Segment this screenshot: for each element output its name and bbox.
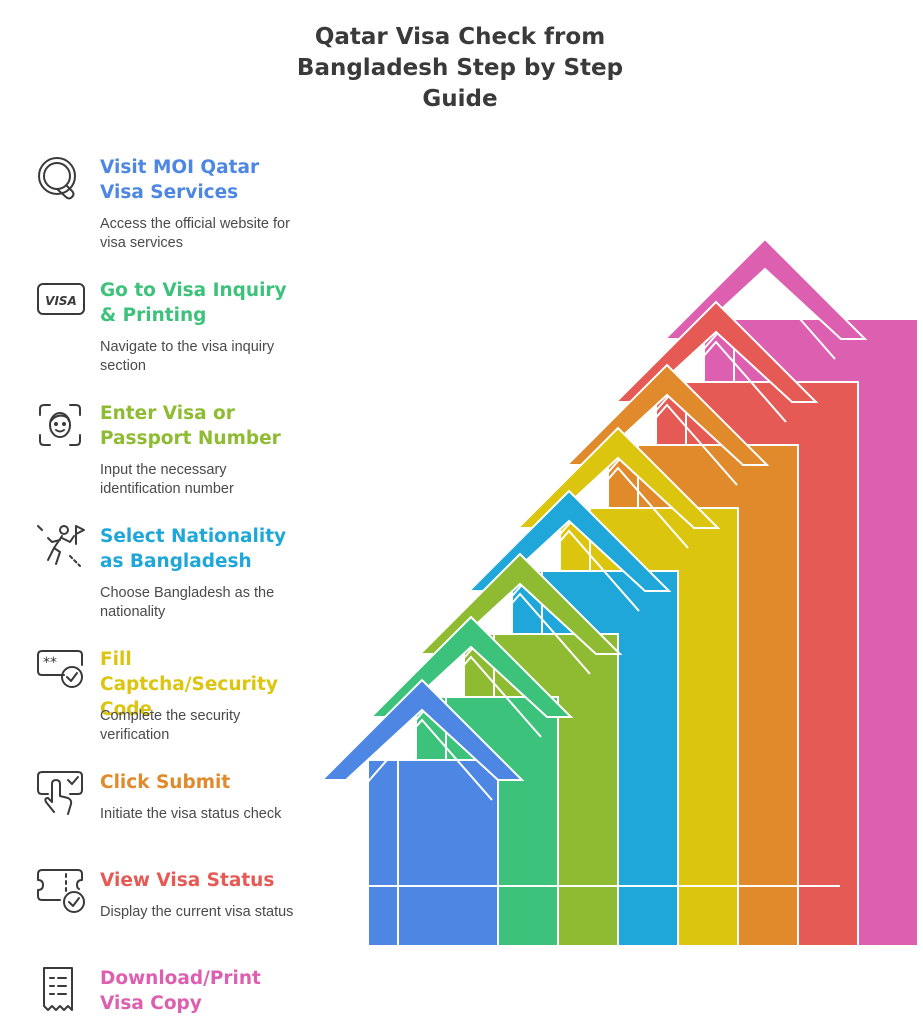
- stair-outline: [351, 718, 493, 801]
- svg-text:VISA: VISA: [45, 294, 77, 308]
- password-check-icon: **: [34, 645, 86, 697]
- step-title: Fill Captcha/Security Code: [100, 649, 278, 720]
- step-title: Click Submit: [100, 772, 231, 793]
- magnifier-q-icon: [34, 153, 86, 205]
- ticket-check-icon: [34, 866, 86, 918]
- svg-text:**: **: [43, 655, 57, 671]
- step-title: Enter Visa or Passport Number: [100, 403, 281, 449]
- step-title: View Visa Status: [100, 870, 275, 891]
- person-flag-icon: [34, 522, 86, 574]
- visa-card-icon: VISA: [34, 276, 86, 328]
- step-description: Choose Bangladesh as the nationality: [100, 585, 275, 620]
- step-title: Go to Visa Inquiry & Printing: [100, 280, 287, 326]
- step-description: Display the current visa status: [100, 904, 294, 920]
- page-title: Qatar Visa Check from Bangladesh Step by…: [296, 24, 624, 112]
- step-description: Complete the security verification: [100, 708, 241, 743]
- step-title: Select Nationality as Bangladesh: [100, 526, 287, 572]
- receipt-icon: [34, 964, 86, 1016]
- step-description: Input the necessary identification numbe…: [100, 462, 234, 497]
- step-description: Navigate to the visa inquiry section: [100, 339, 275, 374]
- stair-arrow-head: [319, 678, 525, 781]
- step-title: Visit MOI Qatar Visa Services: [100, 157, 260, 203]
- step-description: Access the official website for visa ser…: [100, 216, 290, 251]
- stair-shaft: [367, 759, 499, 947]
- stair-arrow-1: [319, 678, 525, 947]
- face-scan-icon: [34, 399, 86, 451]
- step-title: Download/Print Visa Copy: [100, 968, 261, 1014]
- step-description: Initiate the visa status check: [100, 806, 282, 822]
- hand-click-icon: [34, 768, 86, 820]
